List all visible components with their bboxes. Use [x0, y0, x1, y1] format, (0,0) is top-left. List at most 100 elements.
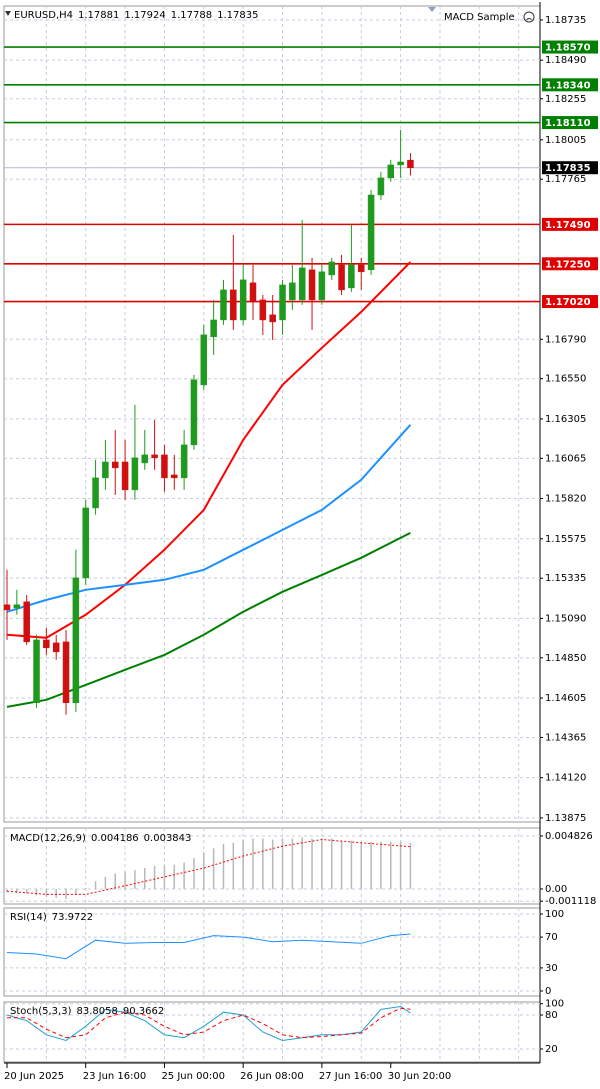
- macd-bar: [271, 839, 274, 889]
- macd-bar: [25, 888, 28, 894]
- candle-body: [220, 289, 227, 321]
- macd-bar: [360, 842, 362, 889]
- candle-body: [72, 577, 80, 704]
- macd-bar: [134, 870, 136, 889]
- macd-bar: [242, 839, 244, 889]
- y-tick-label: 1.18735: [545, 15, 586, 26]
- menu-arrow: [5, 11, 11, 16]
- candle-body: [230, 289, 237, 321]
- macd-bar: [94, 881, 97, 889]
- y-tick-label: 100: [545, 909, 564, 920]
- macd-bar: [232, 842, 235, 889]
- panel-title: RSI(14): [10, 912, 47, 923]
- candle-body: [190, 379, 198, 446]
- level-label-bg: [542, 40, 598, 54]
- expert-name: MACD Sample: [444, 12, 515, 23]
- candle-body: [180, 444, 188, 479]
- macd-bar: [390, 841, 392, 889]
- y-tick-label: 0: [545, 986, 551, 997]
- y-tick-label: 30: [545, 963, 558, 974]
- macd-bar: [252, 838, 254, 889]
- panel-title: Stoch(5,3,3): [10, 1006, 72, 1017]
- macd-bar: [144, 868, 146, 889]
- y-tick-label: 1.16550: [545, 374, 586, 385]
- header-value: 1.17924: [124, 10, 165, 21]
- level-label-bg: [542, 217, 598, 231]
- moving-average: [6, 532, 411, 708]
- macd-bar: [291, 838, 294, 889]
- panel-header: RSI(14) 73.9722: [10, 912, 93, 923]
- macd-bar: [84, 887, 87, 889]
- candle-body: [82, 507, 89, 579]
- macd-bar: [173, 864, 176, 889]
- candle-body: [92, 477, 99, 509]
- y-tick-label: 1.16305: [545, 414, 586, 425]
- header-value: 73.9722: [52, 912, 93, 923]
- candle-body: [102, 461, 109, 479]
- expert-arrow: [428, 7, 436, 12]
- x-tick-label: 20 Jun 2025: [4, 1071, 64, 1082]
- candle-body: [298, 267, 306, 301]
- candle-body: [200, 334, 208, 386]
- candle-body: [318, 271, 326, 301]
- macd-bar: [350, 840, 353, 889]
- macd-bar: [153, 865, 156, 889]
- level-label: 1.17020: [545, 297, 591, 308]
- current-price-bg: [542, 161, 598, 175]
- level-label-bg: [542, 116, 598, 130]
- macd-bar: [16, 888, 18, 894]
- macd-bar: [183, 862, 185, 889]
- macd-bar: [104, 876, 107, 889]
- header-value: 0.003843: [144, 833, 192, 844]
- header-value: 83.8058: [76, 1006, 117, 1017]
- macd-signal: [6, 838, 411, 895]
- candle-body: [33, 639, 40, 704]
- level-label-bg: [542, 257, 598, 271]
- y-tick-label: 1.13875: [545, 813, 586, 824]
- y-tick-label: 1.18005: [545, 135, 586, 146]
- panel-header: EURUSD,H4 1.17881 1.17924 1.17788 1.17835: [14, 10, 258, 21]
- x-tick-label: 25 Jun 00:00: [161, 1071, 225, 1082]
- candle-body: [13, 604, 21, 609]
- x-tick-label: 27 Jun 16:00: [319, 1071, 383, 1082]
- y-tick-label: 20: [545, 1044, 558, 1055]
- candle-body: [151, 454, 158, 459]
- y-tick-label: 100: [545, 999, 564, 1010]
- candle-body: [131, 457, 139, 491]
- indicator-line: [6, 1005, 411, 1042]
- macd-bar: [370, 841, 372, 889]
- candle-body: [367, 194, 375, 271]
- candle-body: [269, 314, 276, 323]
- macd-bar: [163, 865, 166, 889]
- header-value: 1.17788: [171, 10, 212, 21]
- panel-header: Stoch(5,3,3) 83.8058 90.3662: [10, 1006, 164, 1017]
- candle-body: [52, 642, 60, 653]
- panel-title: EURUSD,H4: [14, 10, 73, 21]
- macd-bar: [380, 841, 382, 889]
- y-tick-label: 70: [545, 932, 558, 943]
- macd-bar: [222, 843, 225, 889]
- candle-body: [121, 461, 129, 491]
- level-label: 1.18110: [545, 118, 591, 129]
- macd-bar: [311, 838, 313, 889]
- level-label: 1.17250: [545, 259, 591, 270]
- moving-average: [6, 424, 412, 613]
- indicator-line: [6, 933, 411, 960]
- y-tick-label: 1.15090: [545, 613, 586, 624]
- candle-body: [249, 282, 257, 303]
- y-tick-label: 1.14605: [545, 693, 586, 704]
- macd-bar: [45, 888, 48, 897]
- candle-body: [111, 461, 119, 469]
- macd-bar: [193, 858, 195, 889]
- header-value: 1.17881: [78, 10, 119, 21]
- panel-header: MACD(12,26,9) 0.004186 0.003843: [10, 833, 191, 844]
- candle-body: [387, 164, 395, 179]
- y-tick-label: 1.18490: [545, 55, 586, 66]
- candle-body: [357, 264, 365, 273]
- candle-body: [328, 261, 335, 276]
- macd-bar: [340, 840, 343, 889]
- y-tick-label: 1.17765: [545, 174, 586, 185]
- candle-body: [259, 299, 267, 321]
- y-tick-label: 1.15820: [545, 494, 586, 505]
